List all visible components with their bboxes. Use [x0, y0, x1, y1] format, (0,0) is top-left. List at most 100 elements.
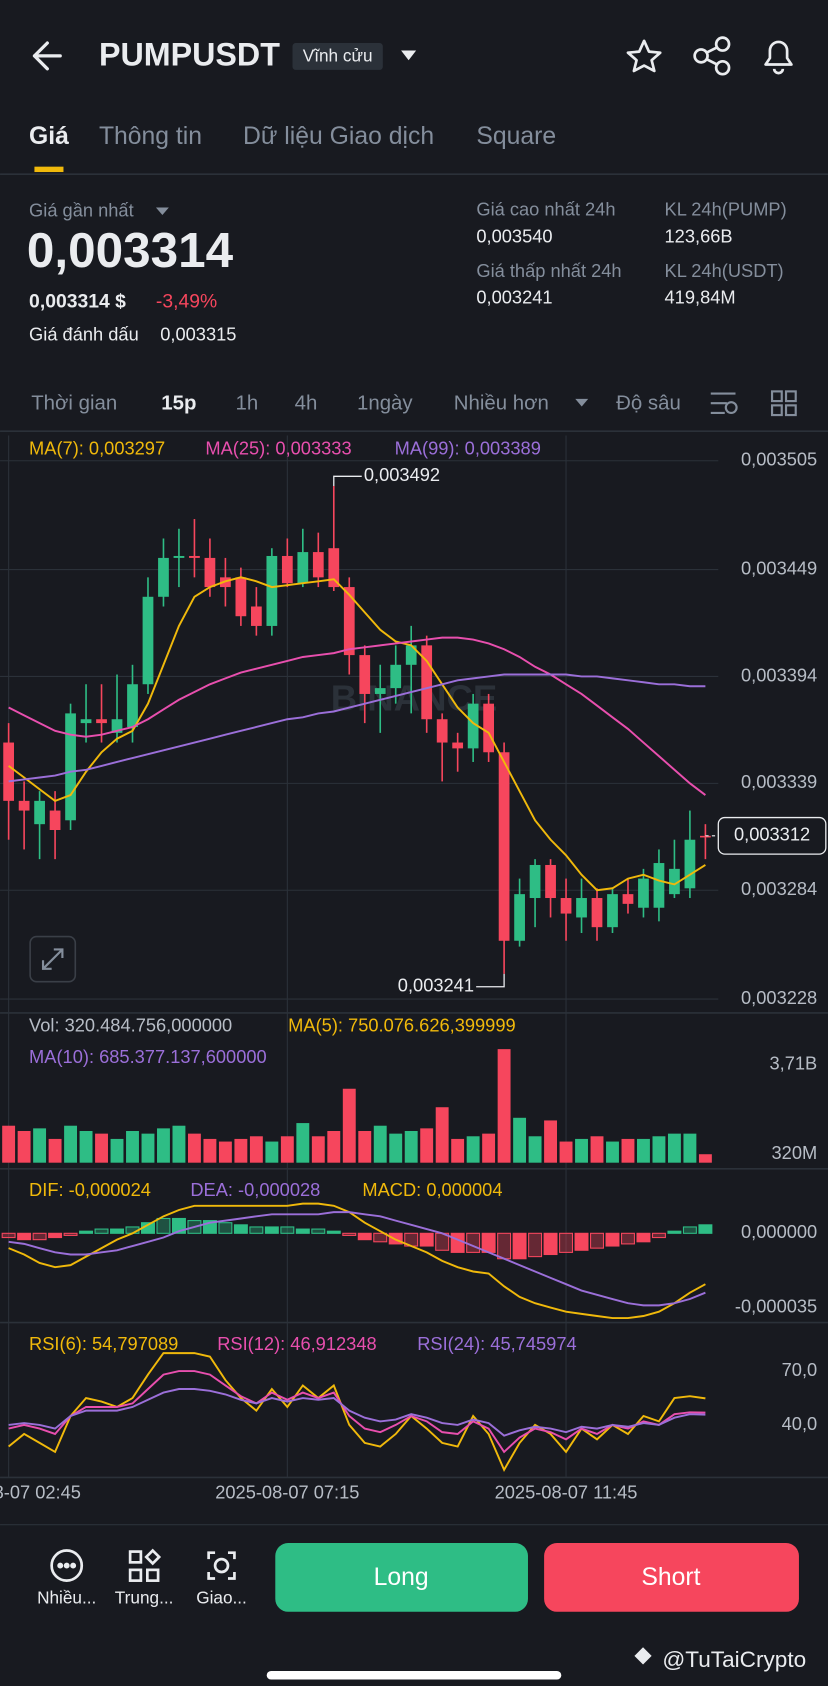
layout-button[interactable]: [770, 390, 797, 417]
tab[interactable]: Square: [476, 123, 556, 150]
y-tick-label: 0,003228: [741, 987, 817, 1008]
macd-bar: [574, 1232, 589, 1251]
volume-bar: [544, 1120, 558, 1163]
candle-body: [96, 719, 107, 724]
price-type-dropdown[interactable]: [155, 207, 169, 216]
candle-body: [529, 864, 541, 899]
interval[interactable]: Độ sâu: [616, 393, 681, 415]
interval[interactable]: 1ngày: [357, 393, 413, 415]
short-button[interactable]: [544, 1542, 799, 1612]
share-button[interactable]: [693, 36, 731, 76]
candle-body: [281, 555, 293, 584]
macd-bar: [63, 1232, 78, 1236]
macd-bar: [48, 1232, 63, 1239]
volume-bar: [218, 1141, 232, 1163]
low-pointer: [476, 973, 505, 988]
interval[interactable]: 15p: [161, 393, 196, 415]
symbol-dropdown[interactable]: [401, 50, 417, 61]
candle-body: [312, 552, 324, 578]
long-button[interactable]: [275, 1542, 528, 1612]
volume-bar: [528, 1136, 542, 1163]
back-button[interactable]: [32, 41, 62, 71]
volume-bar: [389, 1133, 403, 1163]
indicator-line: [8, 1388, 706, 1437]
tab[interactable]: Dữ liệu Giao dịch: [243, 123, 434, 150]
volume-bar: [64, 1125, 78, 1163]
volume-bar: [342, 1088, 356, 1163]
volume-bar: [513, 1117, 527, 1163]
indicator-line: [8, 636, 706, 796]
macd-bar: [17, 1232, 32, 1241]
mark-price-label: Giá đánh dấu: [29, 323, 139, 344]
more-menu-icon[interactable]: [50, 1549, 84, 1582]
tab[interactable]: Giá: [29, 123, 69, 150]
favorite-button[interactable]: [626, 39, 662, 73]
more-dropdown[interactable]: [575, 398, 589, 407]
interval[interactable]: 4h: [295, 393, 318, 415]
macd-bar: [651, 1232, 666, 1239]
volume-bar: [435, 1107, 449, 1163]
macd-bar: [326, 1230, 341, 1234]
fullscreen-button[interactable]: [29, 935, 77, 983]
candle-body: [343, 587, 355, 656]
watermark: @TuTaiCrypto: [662, 1647, 806, 1672]
candle-body: [111, 719, 123, 733]
symbol: PUMPUSDT: [99, 37, 280, 73]
legend-entry: MA(25): 0,003333: [205, 437, 351, 458]
candle-body: [127, 684, 138, 727]
candle-body: [669, 868, 680, 895]
tab[interactable]: Thông tin: [99, 123, 202, 150]
volume-bar: [157, 1128, 170, 1163]
time-label: 8-07 02:45: [0, 1481, 81, 1502]
mark-price: 0,003315: [160, 323, 236, 344]
candle-body: [235, 577, 247, 617]
stat-label: KL 24h(USDT): [665, 260, 784, 281]
macd-bar: [466, 1232, 481, 1253]
y-tick-label: 0,003339: [741, 771, 817, 792]
candle-body: [173, 555, 185, 558]
menu-label: Giao...: [196, 1587, 247, 1607]
candle-body: [576, 898, 587, 918]
volume-bar: [482, 1133, 496, 1163]
volume-bar: [497, 1049, 511, 1163]
low-label: 0,003241: [398, 975, 474, 996]
trading-center-icon[interactable]: [128, 1548, 162, 1582]
candle-body: [297, 552, 309, 584]
interval-bar: Thời gian 15p 1h 4h 1ngày Nhiều hơn Độ sâu: [31, 393, 681, 415]
interval[interactable]: 1h: [236, 393, 259, 415]
long-label[interactable]: Long: [374, 1564, 429, 1591]
candle-body: [653, 863, 665, 908]
stat-label: Giá thấp nhất 24h: [476, 260, 621, 281]
y-tick-label: -0,000035: [735, 1295, 817, 1316]
candle-body: [498, 752, 510, 941]
y-tick-label: 3,71B: [769, 1053, 817, 1074]
macd-bar: [590, 1232, 604, 1249]
candle-body: [34, 800, 45, 825]
volume-bar: [110, 1138, 124, 1163]
macd-bar: [497, 1232, 512, 1260]
legend-entry: MACD: 0,000004: [362, 1179, 502, 1200]
volume-bar: [667, 1133, 681, 1163]
interval[interactable]: Nhiều hơn: [454, 393, 549, 415]
macd-bar: [249, 1226, 264, 1234]
macd-bar: [636, 1232, 651, 1243]
candle-body: [452, 742, 464, 749]
volume-bar: [249, 1136, 263, 1163]
indicator-line: [8, 1352, 706, 1473]
volume-bar: [126, 1130, 139, 1163]
macd-bar: [559, 1232, 574, 1253]
copy-trade-icon[interactable]: [207, 1551, 236, 1580]
legend-entry: MA(5): 750.076.626,399999: [288, 1015, 515, 1036]
indicator-line: [8, 576, 706, 892]
macd-bar: [94, 1228, 109, 1234]
menu-label: Trung...: [115, 1587, 174, 1607]
volume-bar: [621, 1138, 635, 1163]
short-label[interactable]: Short: [641, 1564, 700, 1591]
candle-body: [700, 835, 711, 838]
notification-button[interactable]: [764, 40, 793, 75]
y-tick-label: 320M: [772, 1142, 818, 1163]
candle-body: [359, 655, 371, 694]
indicator-settings[interactable]: [710, 392, 738, 414]
interval: Thời gian: [31, 393, 117, 415]
candle-body: [3, 742, 15, 801]
